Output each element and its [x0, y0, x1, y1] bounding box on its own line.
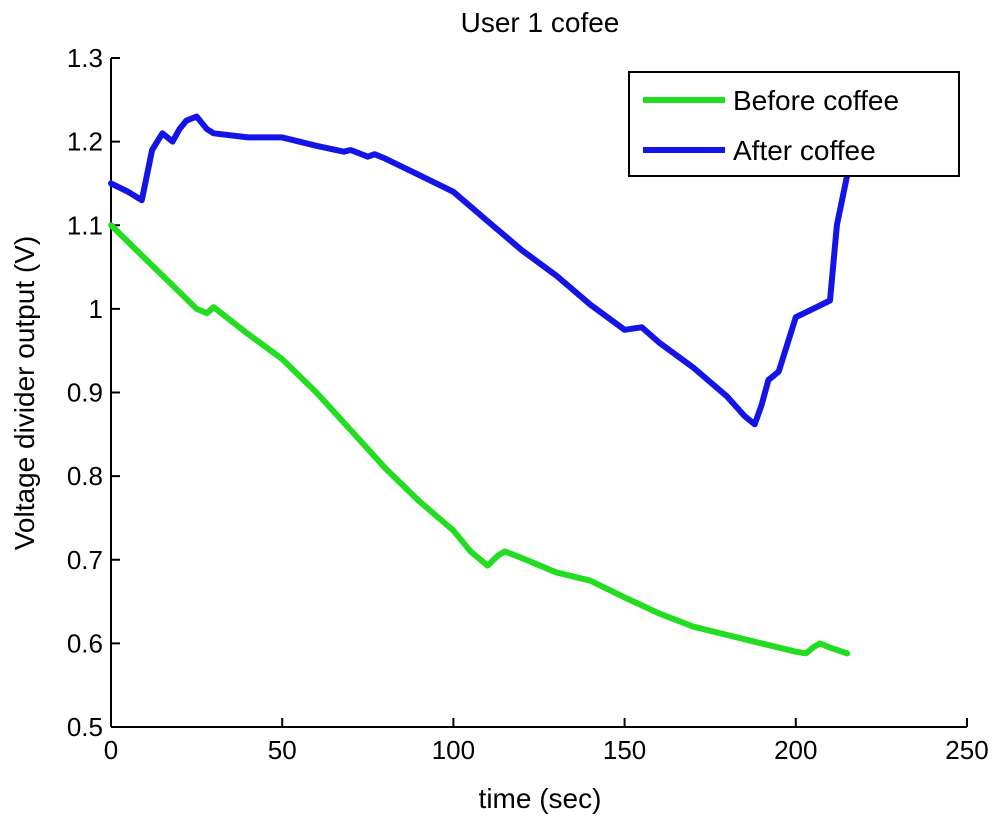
y-tick-label: 1.3: [67, 43, 103, 73]
x-axis-label: time (sec): [479, 783, 602, 814]
series-line-before-coffee: [108, 222, 851, 657]
x-tick-label: 200: [774, 735, 817, 765]
x-tick-label: 100: [432, 735, 475, 765]
y-tick-label: 0.6: [67, 628, 103, 658]
y-tick-label: 0.8: [67, 461, 103, 491]
y-tick-label: 0.5: [67, 712, 103, 742]
legend-box: [628, 71, 960, 177]
y-tick-label: 0.7: [67, 545, 103, 575]
chart-title: User 1 cofee: [461, 7, 620, 38]
x-tick-label: 0: [104, 735, 118, 765]
legend: Before coffee After coffee: [628, 71, 960, 177]
y-tick-label: 1.2: [67, 127, 103, 157]
x-tick-label: 150: [603, 735, 646, 765]
y-tick-label: 1: [89, 294, 103, 324]
legend-label: Before coffee: [733, 85, 899, 116]
plot-area: 0 50 100 150 200 250 0.5 0.6 0.7 0.8 0.9 1 1.1 1.2 1.3: [67, 43, 989, 765]
y-axis-label: Voltage divider output (V): [9, 236, 40, 550]
series-line-after-coffee: [108, 113, 851, 428]
y-tick-label: 0.9: [67, 378, 103, 408]
x-tick-label: 50: [268, 735, 297, 765]
x-tick-label: 250: [945, 735, 988, 765]
legend-label: After coffee: [733, 135, 876, 166]
y-tick-label: 1.1: [67, 210, 103, 240]
